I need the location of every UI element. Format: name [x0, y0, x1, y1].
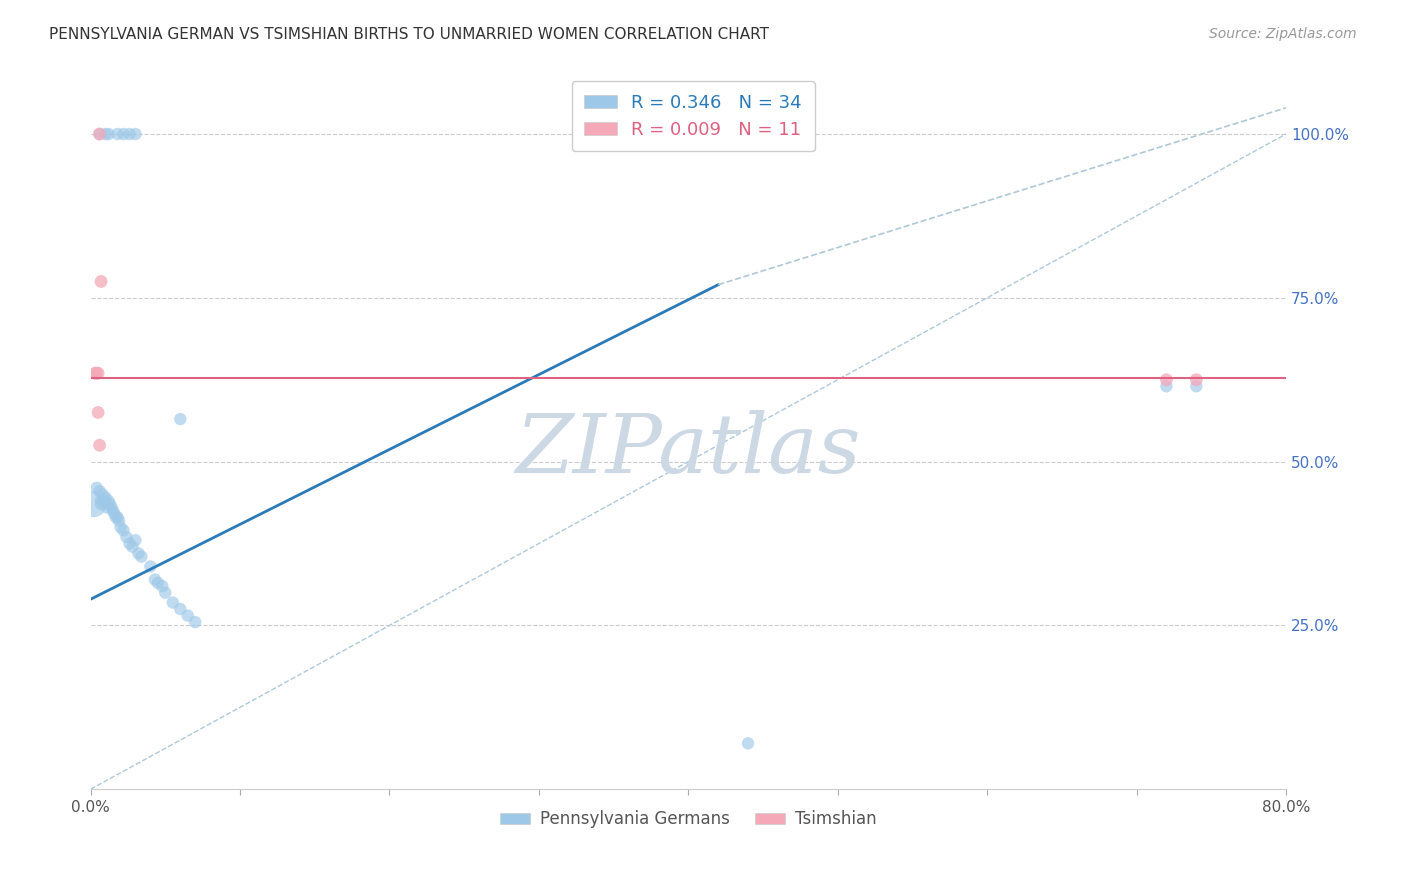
Point — [139, 559, 162, 574]
Point — [162, 595, 184, 609]
Text: ZIPatlas: ZIPatlas — [516, 410, 860, 491]
Point — [184, 615, 207, 629]
Point — [89, 484, 111, 499]
Point — [169, 412, 191, 426]
Point — [1185, 373, 1208, 387]
Point — [169, 602, 191, 616]
Point — [101, 504, 124, 518]
Point — [87, 366, 110, 380]
Point — [90, 494, 112, 508]
Point — [110, 520, 132, 534]
Point — [90, 497, 112, 511]
Point — [93, 494, 115, 508]
Point — [177, 608, 200, 623]
Text: Source: ZipAtlas.com: Source: ZipAtlas.com — [1209, 27, 1357, 41]
Point — [143, 573, 166, 587]
Point — [150, 579, 173, 593]
Point — [96, 500, 118, 515]
Point — [107, 127, 129, 141]
Point — [1156, 373, 1178, 387]
Point — [91, 487, 114, 501]
Point — [86, 481, 108, 495]
Point — [89, 438, 111, 452]
Point — [83, 497, 105, 511]
Text: PENNSYLVANIA GERMAN VS TSIMSHIAN BIRTHS TO UNMARRIED WOMEN CORRELATION CHART: PENNSYLVANIA GERMAN VS TSIMSHIAN BIRTHS … — [49, 27, 769, 42]
Point — [100, 500, 122, 515]
Point — [155, 585, 177, 599]
Point — [97, 494, 120, 508]
Point — [131, 549, 153, 564]
Point — [124, 127, 146, 141]
Point — [121, 540, 143, 554]
Point — [103, 507, 125, 521]
Point — [124, 533, 146, 548]
Point — [90, 275, 112, 289]
Point — [94, 127, 117, 141]
Point — [118, 536, 141, 550]
Point — [84, 366, 107, 380]
Point — [108, 514, 131, 528]
Point — [89, 127, 111, 141]
Point — [112, 127, 135, 141]
Point — [118, 127, 141, 141]
Point — [87, 405, 110, 419]
Point — [105, 510, 128, 524]
Point — [737, 736, 759, 750]
Point — [86, 366, 108, 380]
Point — [115, 530, 138, 544]
Point — [146, 575, 169, 590]
Point — [127, 546, 149, 560]
Point — [1185, 379, 1208, 393]
Point — [97, 127, 120, 141]
Legend: Pennsylvania Germans, Tsimshian: Pennsylvania Germans, Tsimshian — [494, 804, 883, 835]
Point — [94, 491, 117, 505]
Point — [98, 497, 121, 511]
Point — [1156, 379, 1178, 393]
Point — [112, 524, 135, 538]
Point — [107, 510, 129, 524]
Point — [89, 127, 111, 141]
